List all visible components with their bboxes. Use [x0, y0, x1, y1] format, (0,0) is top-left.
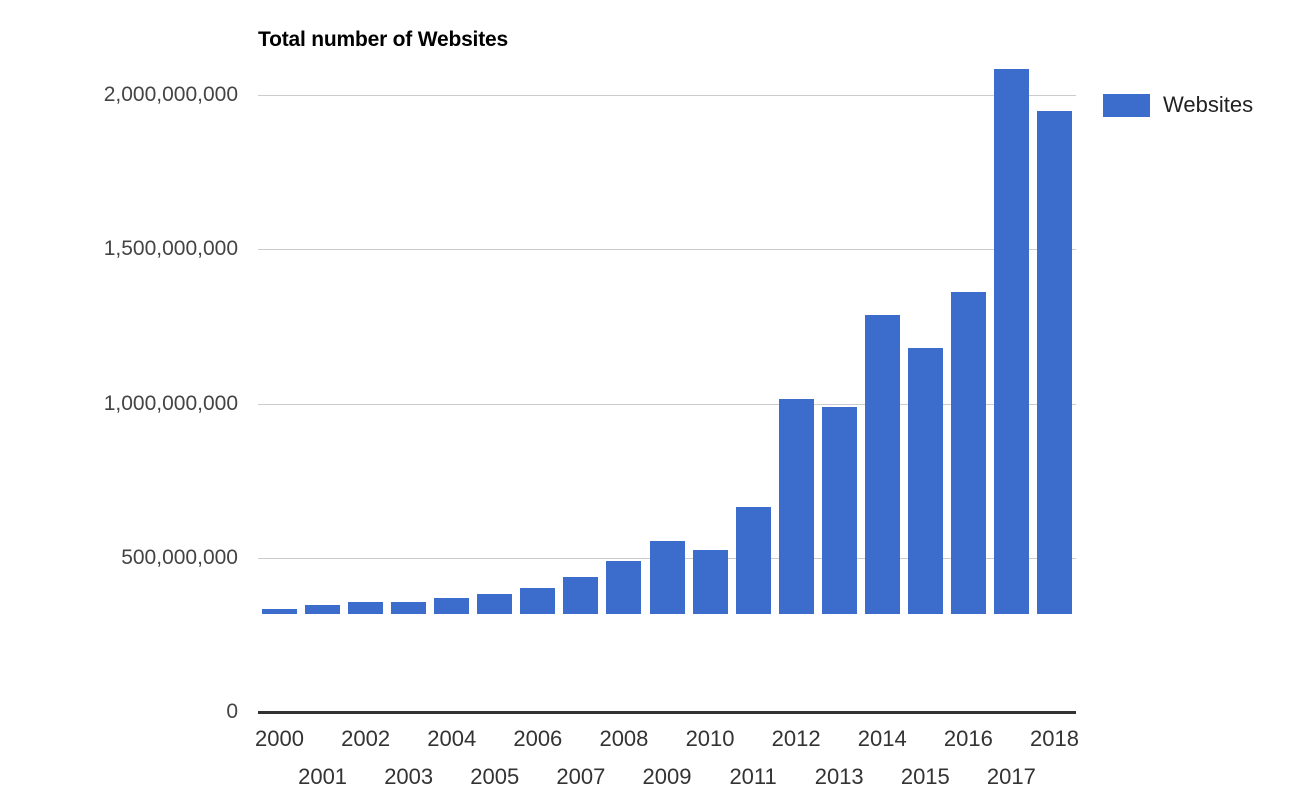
x-axis-tick-label: 2016	[943, 726, 993, 751]
x-axis-tick-label: 2014	[857, 726, 907, 751]
x-axis-tick-label: 2008	[599, 726, 649, 751]
y-axis-tick-label: 0	[226, 700, 238, 723]
bar[interactable]	[907, 347, 943, 614]
gridline	[258, 95, 1076, 96]
bar[interactable]	[1036, 111, 1072, 614]
bar[interactable]	[262, 608, 298, 614]
x-axis-tick-label: 2013	[814, 764, 864, 789]
bar[interactable]	[606, 560, 642, 614]
bar[interactable]	[434, 598, 470, 614]
x-axis-tick-label: 2012	[771, 726, 821, 751]
chart-legend: Websites	[1103, 92, 1253, 118]
bar[interactable]	[993, 69, 1029, 614]
x-axis-labels: 2000 2001 2002 2003 2004 2005 2006 2007 2008 2009…	[255, 716, 1079, 806]
legend-swatch-websites	[1103, 93, 1150, 117]
x-axis-tick-label: 2004	[427, 726, 477, 751]
legend-label-websites: Websites	[1163, 92, 1254, 117]
bar[interactable]	[348, 602, 384, 614]
x-axis-tick-label: 2005	[470, 764, 520, 789]
bar[interactable]	[520, 587, 556, 614]
y-axis-tick-label: 2,000,000,000	[103, 83, 238, 106]
x-axis-tick-label: 2015	[900, 764, 950, 789]
x-axis-tick-label: 2006	[513, 726, 563, 751]
x-axis-tick-label: 2002	[341, 726, 391, 751]
gridline	[258, 403, 1076, 405]
bar[interactable]	[778, 398, 814, 614]
bar[interactable]	[950, 291, 986, 614]
bar-series-websites	[258, 0, 1076, 712]
x-axis-tick-label: 2018	[1029, 726, 1079, 751]
bar[interactable]	[692, 550, 728, 614]
x-axis-tick-label: 2007	[556, 764, 606, 789]
y-axis-labels: 0 500,000,000 1,000,000,000 1,500,000,000 2,…	[0, 0, 238, 810]
chart-title: Total number of Websites	[258, 28, 508, 51]
x-axis-tick-label: 2009	[642, 764, 692, 789]
x-axis-tick-label: 2001	[298, 764, 348, 789]
x-axis-line	[258, 711, 1076, 714]
bar[interactable]	[821, 406, 857, 614]
x-axis-tick-label: 2000	[255, 726, 304, 751]
x-axis-tick-label: 2010	[685, 726, 735, 751]
x-axis-tick-label: 2011	[729, 764, 777, 789]
x-axis-tick-label: 2017	[986, 764, 1036, 789]
y-axis-tick-label: 1,500,000,000	[103, 237, 238, 261]
y-axis-tick-label: 1,000,000,000	[103, 391, 238, 415]
y-axis-tick-label: 500,000,000	[121, 545, 238, 569]
bar[interactable]	[735, 507, 771, 614]
bar[interactable]	[477, 594, 513, 614]
bar[interactable]	[391, 601, 427, 614]
bar[interactable]	[563, 576, 599, 614]
x-axis-tick-label: 2003	[384, 764, 434, 789]
bar[interactable]	[305, 605, 341, 614]
bar[interactable]	[649, 540, 685, 614]
bar[interactable]	[864, 315, 900, 614]
gridline	[258, 249, 1076, 251]
